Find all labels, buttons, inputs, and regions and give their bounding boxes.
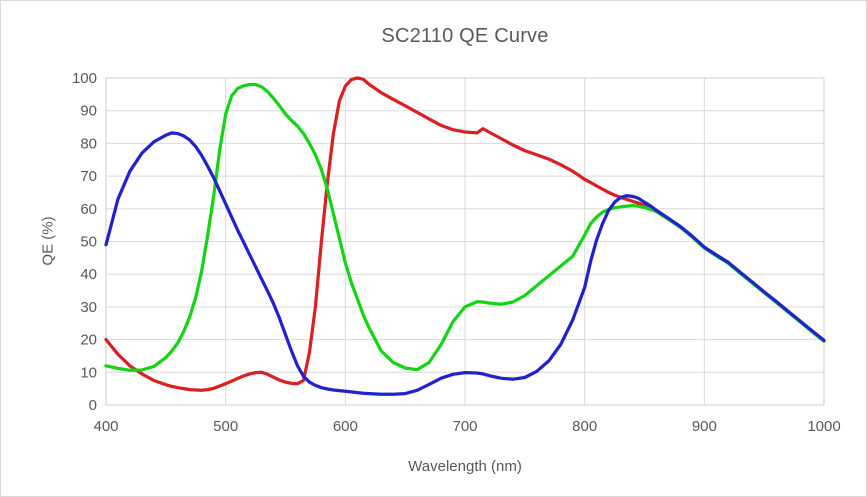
x-tick-label: 600 [333,418,358,435]
x-axis-title: Wavelength (nm) [408,458,522,475]
x-tick-label: 900 [692,418,717,435]
y-axis-title: QE (%) [39,216,57,266]
x-tick-label: 700 [452,418,477,435]
y-tick-label: 40 [80,266,97,283]
y-tick-label: 20 [80,332,97,349]
y-tick-label: 30 [80,299,97,316]
y-tick-label: 60 [80,201,97,218]
y-tick-label: 100 [72,70,97,87]
y-tick-label: 90 [80,103,97,120]
y-tick-label: 0 [89,397,97,414]
y-tick-label: 80 [80,135,97,152]
y-tick-label: 70 [80,168,97,185]
x-tick-label: 400 [93,418,118,435]
x-tick-label: 800 [572,418,597,435]
x-tick-label: 1000 [807,418,840,435]
y-tick-label: 10 [80,364,97,381]
chart-title: SC2110 QE Curve [381,25,549,47]
x-tick-label: 500 [213,418,238,435]
y-tick-label: 50 [80,234,97,251]
series-line-blue [104,131,826,396]
